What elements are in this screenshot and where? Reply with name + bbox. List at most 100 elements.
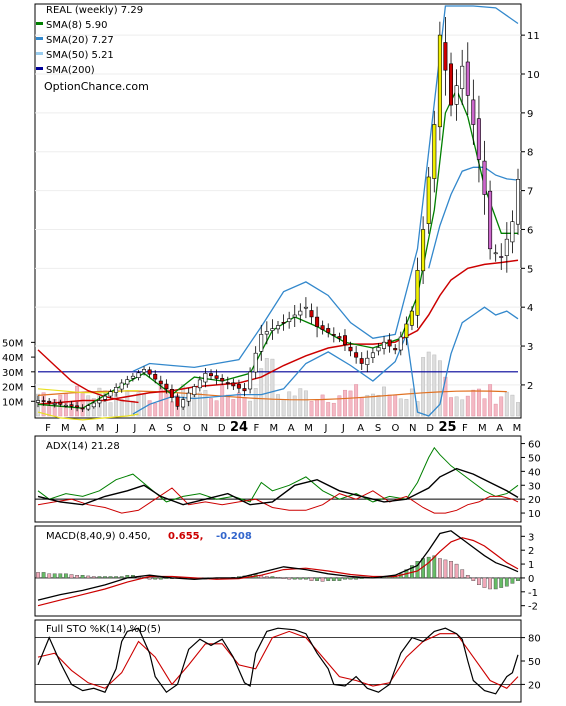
volume-bar xyxy=(504,391,509,417)
candle-body xyxy=(119,382,124,390)
macd-histogram-bar xyxy=(287,577,292,580)
volume-bar xyxy=(125,390,130,417)
candle-body xyxy=(421,229,426,272)
candle-body xyxy=(292,314,297,318)
volume-bar xyxy=(303,390,308,417)
macd-histogram-bar xyxy=(147,577,152,580)
candle-body xyxy=(275,325,280,330)
brand-label: OptionChance.com xyxy=(44,80,149,93)
volume-bar xyxy=(449,397,453,417)
price-tick-label: 4 xyxy=(527,303,533,314)
volume-bar xyxy=(320,394,325,417)
candle-body xyxy=(331,334,336,336)
volume-bar xyxy=(80,391,85,417)
candle-body xyxy=(387,339,392,347)
plus-di-line xyxy=(37,446,519,503)
candle-body xyxy=(354,352,359,358)
volume-bar xyxy=(393,394,398,417)
volume-bar xyxy=(276,394,280,417)
candle-body xyxy=(309,310,314,318)
legend-label: SMA(50) 5.21 xyxy=(46,50,114,61)
volume-bar xyxy=(270,358,275,417)
candle-body xyxy=(175,396,180,407)
adx-legend: ADX(14) 21.28 xyxy=(46,441,120,452)
month-label: M xyxy=(96,423,105,434)
price-legend: REAL (weekly) 7.29 SMA(8) 5.90 SMA(20) 7.2… xyxy=(36,5,143,76)
adx-panel-frame xyxy=(34,435,522,523)
volume-bar xyxy=(225,394,230,417)
candle-body xyxy=(248,371,253,390)
macd-histogram-bar xyxy=(359,577,364,579)
macd-histogram-bar xyxy=(488,577,492,590)
candle-body xyxy=(186,392,191,402)
macd-legend-label: -0.208 xyxy=(216,531,252,542)
candle-body xyxy=(454,85,459,105)
volume-bar xyxy=(248,400,253,417)
macd-tick-label: 3 xyxy=(528,532,534,543)
candle-body xyxy=(460,65,465,89)
adx-tick-label: 20 xyxy=(528,495,541,506)
candle-body xyxy=(365,357,370,365)
price-indicator-lines xyxy=(37,5,519,421)
macd-histogram-bar xyxy=(516,577,520,582)
candle-body xyxy=(169,388,174,398)
adx-line xyxy=(37,467,519,506)
price-tick-label: 3 xyxy=(527,342,533,353)
macd-histogram-bar xyxy=(80,575,85,579)
candle-body xyxy=(465,61,470,96)
volume-bar xyxy=(482,398,487,417)
macd-histogram-bar xyxy=(348,577,353,580)
legend-swatch xyxy=(36,52,43,55)
price-tick-label: 5 xyxy=(527,264,533,275)
macd-histogram-bar xyxy=(510,577,515,584)
volume-bar xyxy=(326,402,331,417)
candle-body xyxy=(197,379,202,389)
volume-bar xyxy=(147,400,152,417)
candle-body xyxy=(510,221,515,243)
stochastic-tick-label: 80 xyxy=(528,634,541,645)
candle-body xyxy=(231,382,236,387)
candle-body xyxy=(69,404,74,407)
volume-bar xyxy=(432,354,437,417)
candle-body xyxy=(253,352,258,373)
macd-histogram-bar xyxy=(103,576,107,579)
macd-histogram-bar xyxy=(354,577,358,580)
candle-body xyxy=(482,160,487,195)
candle-body xyxy=(437,34,442,128)
stochastic-legend: Full STO %K(14) %D(5) xyxy=(46,624,161,635)
candle-body xyxy=(86,405,91,410)
candle-body xyxy=(320,325,325,330)
macd-histogram-bar xyxy=(164,577,169,579)
macd-histogram-bar xyxy=(36,572,40,579)
month-label: S xyxy=(166,423,172,434)
price-tick-label: 10 xyxy=(527,70,540,81)
candle-body xyxy=(225,382,230,384)
adx-tick-label: 50 xyxy=(528,453,541,464)
macd-histogram-bar xyxy=(471,577,476,581)
month-label: 24 xyxy=(230,420,248,435)
macd-histogram-bar xyxy=(119,576,124,579)
candle-body xyxy=(114,386,119,393)
candle-body xyxy=(136,372,141,378)
month-label: A xyxy=(149,423,156,434)
candle-body xyxy=(504,238,509,256)
candle-body xyxy=(409,310,414,326)
legend-label: REAL (weekly) 7.29 xyxy=(46,5,143,16)
candle-body xyxy=(298,310,303,316)
candle-body xyxy=(393,348,398,351)
month-label: N xyxy=(201,423,208,434)
macd-legend: MACD(8,40,9) 0.450, 0.655, -0.208 xyxy=(46,531,252,542)
macd-histogram-bar xyxy=(276,577,280,579)
sma-red-early-line xyxy=(37,349,139,404)
volume-bar xyxy=(376,394,381,417)
candle-body xyxy=(370,352,375,358)
price-tick-label: 6 xyxy=(527,225,533,236)
candle-body xyxy=(398,336,403,351)
volume-bar xyxy=(404,399,409,417)
macd-legend-label: MACD(8,40,9) 0.450, xyxy=(46,531,151,542)
volume-bar xyxy=(409,388,414,417)
month-label: M xyxy=(61,423,70,434)
candle-body xyxy=(499,256,504,258)
candle-body xyxy=(63,404,68,407)
volume-bar xyxy=(281,399,286,417)
